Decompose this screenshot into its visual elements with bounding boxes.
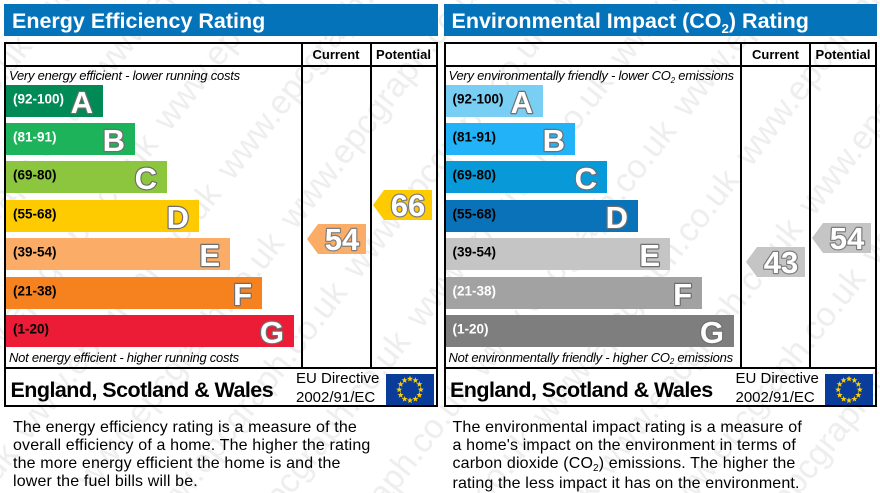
svg-text:F: F bbox=[673, 276, 692, 310]
svg-text:E: E bbox=[199, 238, 220, 272]
svg-text:F: F bbox=[233, 276, 252, 310]
svg-text:54: 54 bbox=[830, 223, 865, 253]
svg-text:54: 54 bbox=[324, 224, 359, 254]
svg-text:B: B bbox=[542, 123, 564, 157]
svg-text:B: B bbox=[103, 123, 125, 157]
svg-text:D: D bbox=[606, 200, 628, 234]
svg-text:A: A bbox=[510, 84, 532, 118]
svg-text:C: C bbox=[135, 161, 157, 195]
svg-text:A: A bbox=[71, 84, 93, 118]
svg-text:G: G bbox=[260, 315, 284, 349]
svg-text:G: G bbox=[699, 315, 723, 349]
svg-text:C: C bbox=[574, 161, 596, 195]
svg-text:66: 66 bbox=[390, 190, 424, 220]
svg-text:E: E bbox=[639, 238, 660, 272]
svg-text:D: D bbox=[166, 200, 188, 234]
svg-text:43: 43 bbox=[764, 247, 798, 277]
